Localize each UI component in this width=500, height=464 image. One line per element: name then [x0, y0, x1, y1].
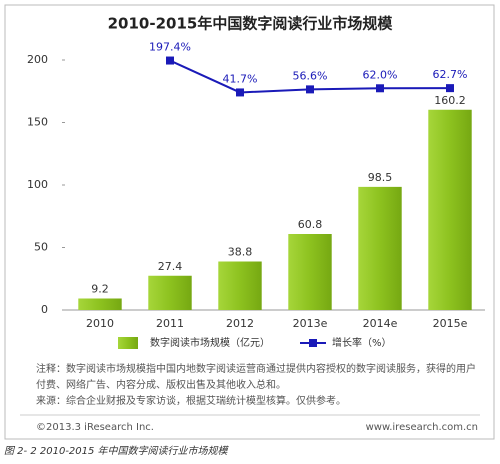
bar [288, 234, 332, 310]
annotation: 注释：数字阅读市场规模指中国内地数字阅读运营商通过提供内容授权的数字阅读服务，获… [36, 364, 476, 391]
growth-marker [306, 85, 314, 94]
growth-marker [166, 56, 174, 65]
data-label: 62.7% [433, 68, 468, 81]
x-tick-label: 2013e [293, 317, 328, 330]
growth-marker [446, 84, 454, 93]
legend-swatch [118, 337, 138, 349]
url: www.iresearch.com.cn [365, 422, 478, 433]
y-tick-label: 100 [27, 178, 48, 191]
y-tick-label: 0 [41, 303, 48, 316]
bar [358, 186, 402, 310]
frame [4, 4, 495, 440]
data-label: 197.4% [149, 41, 191, 54]
y-tick-label: 50 [34, 241, 48, 254]
data-label: 60.8 [298, 218, 323, 231]
legend-label: 数字阅读市场规模（亿元） [150, 336, 270, 349]
data-label: 38.8 [228, 246, 253, 259]
y-tick-label: 200 [27, 53, 48, 66]
y-tick-label: 150 [27, 116, 48, 129]
x-tick-label: 2012 [226, 317, 254, 330]
x-tick-label: 2010 [86, 317, 114, 330]
source: 来源：综合企业财报及专家访谈，根据艾瑞统计模型核算。仅供参考。 [36, 396, 346, 407]
legend-marker [309, 339, 317, 347]
bar [428, 109, 472, 310]
data-label: 9.2 [91, 283, 109, 296]
chart-title: 2010-2015年中国数字阅读行业市场规模 [108, 15, 394, 33]
data-label: 27.4 [158, 260, 183, 273]
growth-marker [236, 88, 244, 97]
data-label: 41.7% [223, 72, 258, 85]
data-label: 98.5 [368, 171, 393, 184]
x-tick-label: 2014e [363, 317, 398, 330]
growth-marker [376, 84, 384, 93]
x-tick-label: 2015e [433, 317, 468, 330]
caption: 图 2- 2 2010-2015 年中国数字阅读行业市场规模 [4, 446, 228, 457]
bar [218, 261, 262, 310]
data-label: 56.6% [293, 69, 328, 82]
bar [148, 275, 192, 310]
x-tick-label: 2011 [156, 317, 184, 330]
legend-label: 增长率（%） [332, 336, 392, 349]
data-label: 62.0% [363, 68, 398, 81]
copyright: ©2013.3 iResearch Inc. [36, 422, 154, 433]
data-label: 160.2 [434, 94, 466, 107]
bar [78, 298, 122, 310]
